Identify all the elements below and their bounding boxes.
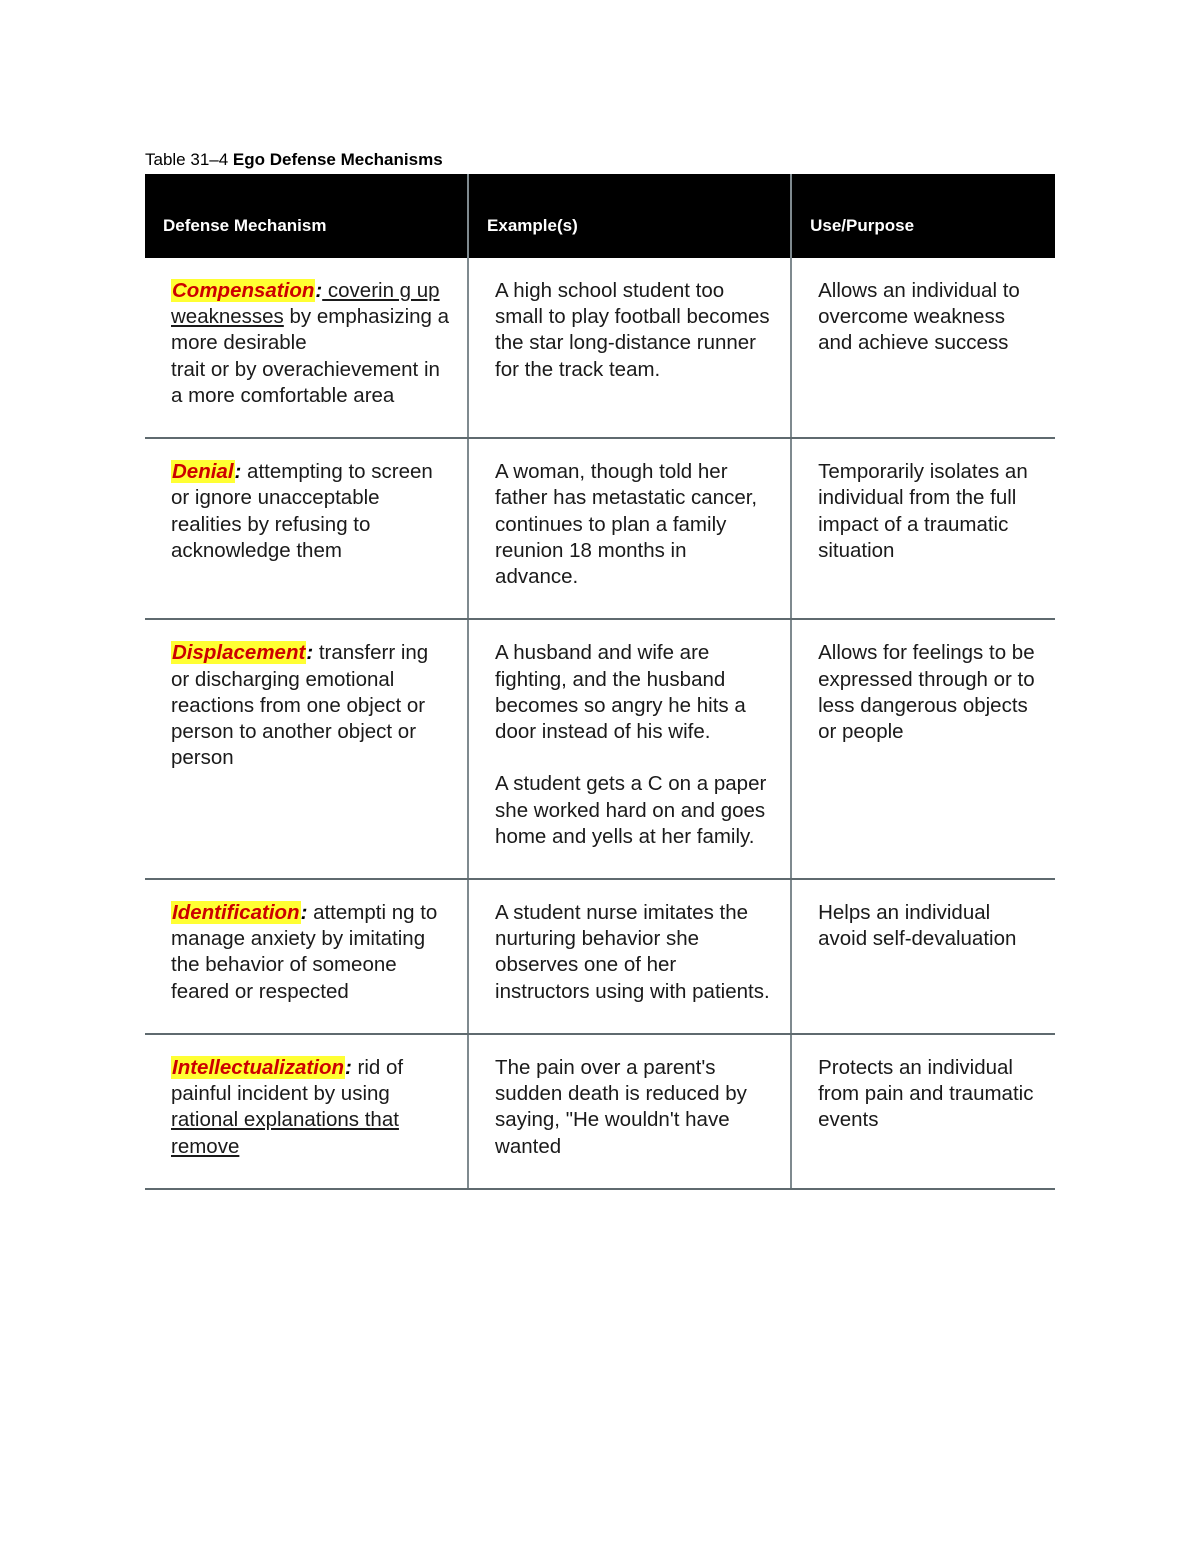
cell-example: A woman, though told her father has meta… bbox=[468, 438, 791, 619]
caption-title: Ego Defense Mechanisms bbox=[233, 150, 443, 169]
example-text-2: A student gets a C on a paper she worked… bbox=[495, 772, 766, 847]
table-row: Identification: attempti ng to manage an… bbox=[145, 879, 1055, 1034]
cell-purpose: Allows an individual to overcome weaknes… bbox=[791, 258, 1055, 438]
term-label: Intellectualization bbox=[171, 1056, 345, 1079]
cell-example: A high school student too small to play … bbox=[468, 258, 791, 438]
col-header-example: Example(s) bbox=[468, 174, 791, 258]
table-header-row: Defense Mechanism Example(s) Use/Purpose bbox=[145, 174, 1055, 258]
cell-mechanism: Compensation: coverin g up weaknesses by… bbox=[145, 258, 468, 438]
caption-prefix: Table 31–4 bbox=[145, 150, 233, 169]
cell-mechanism: Intellectualization: rid of painful inci… bbox=[145, 1034, 468, 1189]
table-caption: Table 31–4 Ego Defense Mechanisms bbox=[145, 150, 1055, 170]
cell-purpose: Temporarily isolates an individual from … bbox=[791, 438, 1055, 619]
cell-example: A student nurse imitates the nurturing b… bbox=[468, 879, 791, 1034]
table-row: Intellectualization: rid of painful inci… bbox=[145, 1034, 1055, 1189]
term-label: Displacement bbox=[171, 641, 306, 664]
col-header-mechanism: Defense Mechanism bbox=[145, 174, 468, 258]
term-colon: : bbox=[345, 1056, 352, 1079]
table-row: Compensation: coverin g up weaknesses by… bbox=[145, 258, 1055, 438]
col-header-purpose: Use/Purpose bbox=[791, 174, 1055, 258]
cell-example: The pain over a parent's sudden death is… bbox=[468, 1034, 791, 1189]
paragraph-gap bbox=[495, 745, 772, 771]
term-label: Compensation bbox=[171, 279, 315, 302]
definition-text-2: trait or by overachievement in a more co… bbox=[171, 358, 440, 407]
page: Table 31–4 Ego Defense Mechanisms Defens… bbox=[0, 0, 1200, 1190]
cell-purpose: Allows for feelings to be expressed thro… bbox=[791, 619, 1055, 879]
cell-mechanism: Denial: attempting to screen or ignore u… bbox=[145, 438, 468, 619]
cell-purpose: Protects an individual from pain and tra… bbox=[791, 1034, 1055, 1189]
cell-mechanism: Displacement: transferr ing or dischargi… bbox=[145, 619, 468, 879]
table-row: Denial: attempting to screen or ignore u… bbox=[145, 438, 1055, 619]
cell-purpose: Helps an individual avoid self-devaluati… bbox=[791, 879, 1055, 1034]
table-row: Displacement: transferr ing or dischargi… bbox=[145, 619, 1055, 879]
cell-example: A husband and wife are fighting, and the… bbox=[468, 619, 791, 879]
cell-mechanism: Identification: attempti ng to manage an… bbox=[145, 879, 468, 1034]
term-label: Identification bbox=[171, 901, 301, 924]
term-label: Denial bbox=[171, 460, 235, 483]
ego-defense-table: Defense Mechanism Example(s) Use/Purpose… bbox=[145, 174, 1055, 1190]
example-text-1: A husband and wife are fighting, and the… bbox=[495, 641, 746, 743]
definition-underlined: rational explanations that remove bbox=[171, 1108, 399, 1157]
